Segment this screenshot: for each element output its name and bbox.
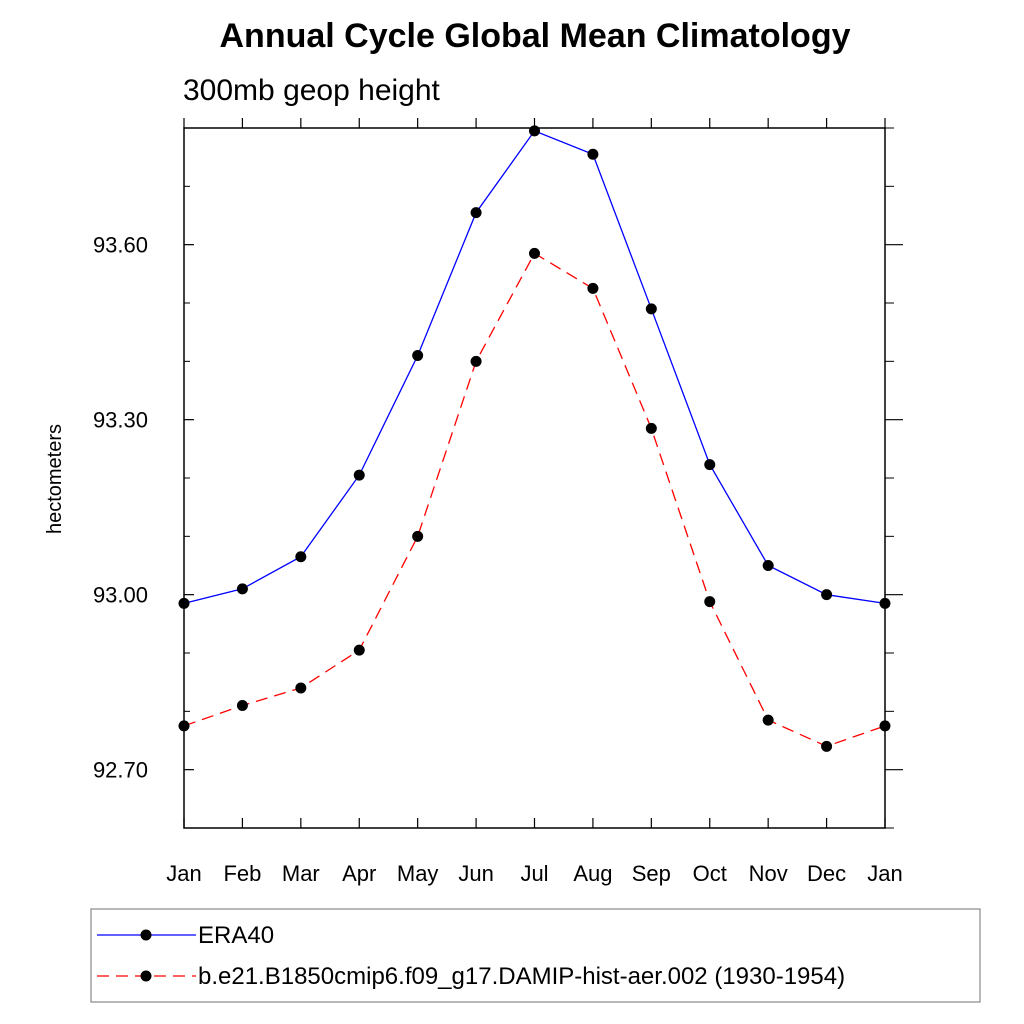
data-point-series-0 (645, 303, 657, 315)
data-point-series-0 (704, 459, 716, 471)
data-point-series-0 (295, 551, 307, 563)
data-point-series-0 (412, 350, 424, 361)
data-point-series-0 (529, 125, 540, 137)
data-point-series-0 (821, 589, 833, 601)
data-point-series-1 (645, 422, 657, 434)
data-point-series-1 (879, 720, 891, 732)
data-point-series-1 (178, 720, 190, 732)
series-layer (178, 125, 891, 752)
y-tick-label: 93.00 (93, 583, 148, 608)
x-tick-labels: Jan Feb Mar Apr May Jun Jul Aug Sep Oct Nov Dec Jan (166, 861, 902, 886)
legend-box (90, 908, 981, 1003)
x-tick-label: May (397, 861, 439, 886)
legend-marker-series-0 (140, 929, 152, 941)
series-line-0 (183, 130, 886, 605)
data-point-series-0 (353, 469, 365, 481)
data-point-series-0 (470, 207, 482, 219)
series-line-1 (183, 252, 886, 747)
data-point-series-0 (587, 148, 599, 160)
x-tick-label: Oct (693, 861, 727, 886)
data-point-series-1 (762, 714, 774, 726)
legend-marker-series-1 (140, 970, 152, 982)
plot-frame (183, 127, 886, 829)
chart-title: Annual Cycle Global Mean Climatology (220, 17, 851, 55)
data-point-series-1 (704, 596, 716, 608)
x-tick-label: Jan (867, 861, 902, 886)
axis-ticks (183, 118, 903, 829)
x-tick-label: Jun (458, 861, 493, 886)
data-point-series-1 (412, 530, 424, 542)
data-point-series-0 (178, 597, 190, 609)
y-tick-label: 93.60 (93, 233, 148, 258)
data-point-series-0 (879, 597, 891, 609)
x-tick-label: Aug (573, 861, 612, 886)
data-point-series-0 (762, 560, 774, 571)
x-tick-label: Feb (223, 861, 261, 886)
x-tick-label: Apr (342, 861, 376, 886)
legend-label-series-0: ERA40 (198, 922, 274, 949)
data-point-series-1 (353, 644, 365, 656)
data-point-series-0 (236, 583, 248, 595)
x-tick-label: Sep (632, 861, 671, 886)
legend: ERA40 b.e21.B1850cmip6.f09_g17.DAMIP-his… (90, 908, 981, 1003)
data-point-series-1 (529, 247, 540, 259)
x-tick-label: Jul (520, 861, 548, 886)
data-point-series-1 (821, 740, 833, 752)
x-tick-label: Mar (282, 861, 320, 886)
x-tick-label: Nov (749, 861, 788, 886)
data-point-series-1 (470, 355, 482, 367)
y-tick-labels: 92.70 93.00 93.30 93.60 (93, 233, 148, 783)
x-tick-label: Jan (166, 861, 201, 886)
x-tick-label: Dec (807, 861, 846, 886)
data-point-series-1 (295, 682, 307, 694)
y-tick-label: 93.30 (93, 408, 148, 433)
legend-label-series-1: b.e21.B1850cmip6.f09_g17.DAMIP-hist-aer.… (198, 963, 845, 990)
y-axis-label: hectometers (44, 424, 66, 534)
chart-subtitle: 300mb geop height (183, 74, 441, 107)
data-point-series-1 (587, 282, 599, 294)
y-tick-label: 92.70 (93, 758, 148, 783)
data-point-series-1 (236, 700, 248, 711)
